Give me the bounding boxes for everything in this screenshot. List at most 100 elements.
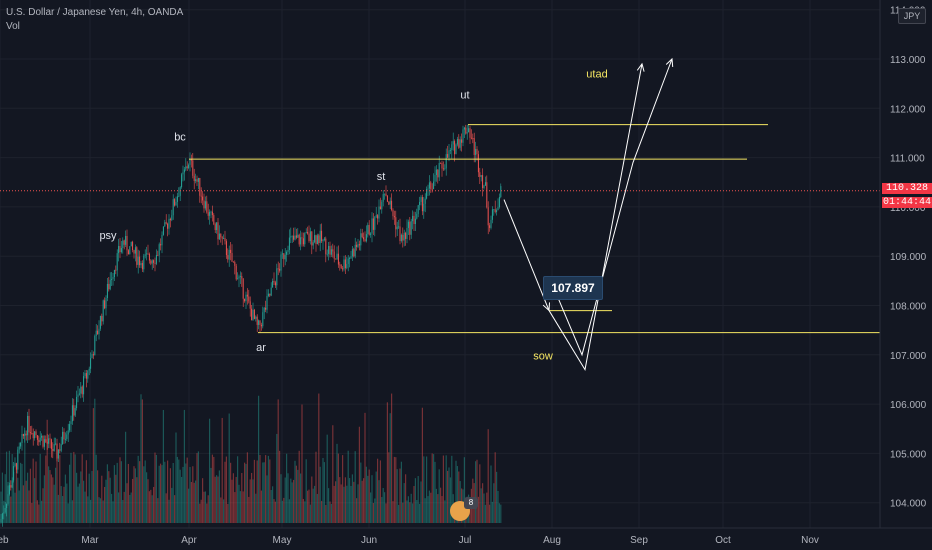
economic-events-badge[interactable]: 8 (450, 497, 478, 521)
candle-body (392, 209, 394, 217)
candle-body (190, 159, 192, 161)
candle-body (64, 438, 66, 440)
candle-body (206, 201, 208, 213)
candle-body (389, 200, 391, 205)
candle-body (95, 330, 97, 337)
volume-bar (308, 489, 310, 523)
candle-body (162, 226, 164, 235)
candle-body (32, 433, 34, 439)
volume-bar (119, 457, 121, 523)
candle-body (99, 315, 101, 329)
candle-body (342, 268, 344, 270)
candle-body (447, 154, 449, 158)
candle-body (172, 199, 174, 216)
candle-body (80, 386, 82, 394)
volume-bar (193, 482, 195, 523)
candle-body (203, 200, 205, 209)
time-tick-label: Nov (801, 535, 819, 546)
candle-body (213, 215, 215, 225)
target-price-callout[interactable]: 107.897 (543, 276, 603, 300)
volume-bar (259, 454, 261, 523)
volume-bar (284, 477, 286, 523)
candle-body (468, 128, 470, 133)
volume-bar (132, 478, 134, 523)
candle-body (87, 370, 89, 379)
volume-legend[interactable]: Vol (6, 21, 20, 32)
volume-bar (381, 497, 383, 523)
candle-body (386, 195, 388, 202)
volume-bar (500, 504, 502, 523)
volume-bar (105, 479, 107, 523)
volume-bar (482, 483, 484, 523)
volume-bar (162, 409, 164, 523)
candle-body (185, 166, 187, 170)
volume-bar (15, 467, 17, 523)
candle-body (406, 227, 408, 239)
chart-grid (0, 0, 880, 528)
level-lines (0, 124, 891, 334)
volume-bar (129, 494, 131, 523)
candle-body (22, 433, 24, 437)
candle-body (225, 241, 227, 256)
candle-body (442, 168, 444, 170)
volume-bar (158, 465, 160, 523)
candle-body (112, 277, 114, 279)
volume-bar (24, 430, 26, 523)
candle-body (494, 209, 496, 212)
time-axis-bg (0, 528, 932, 550)
currency-button[interactable]: JPY (898, 8, 926, 24)
candle-body (368, 224, 370, 235)
volume-bar (333, 485, 335, 523)
candle-body (35, 431, 37, 436)
volume-bar (367, 475, 369, 523)
volume-bar (399, 468, 401, 523)
candle-body (83, 376, 85, 395)
volume-bar (29, 468, 31, 523)
candle-body (4, 508, 6, 513)
candle-body (370, 233, 372, 235)
volume-bar (342, 455, 344, 523)
volume-bar (224, 461, 226, 523)
candle-body (491, 209, 493, 220)
candle-body (130, 241, 132, 247)
volume-bar (412, 503, 414, 523)
volume-bar (358, 426, 360, 523)
volume-bar (50, 474, 52, 523)
volume-bar (489, 504, 491, 523)
candle-body (458, 139, 460, 148)
volume-bar (398, 504, 400, 523)
candle-body (55, 443, 57, 445)
candle-body (94, 336, 96, 356)
candle-body (469, 128, 471, 138)
candle-body (7, 494, 9, 504)
volume-bar (290, 478, 292, 523)
volume-bar (210, 467, 212, 523)
volume-bar (189, 466, 191, 523)
candle-body (288, 237, 290, 250)
volume-bar (202, 478, 204, 523)
volume-bar (479, 464, 481, 523)
candle-body (475, 149, 477, 155)
volume-bar (363, 478, 365, 523)
volume-bar (312, 488, 314, 523)
volume-bar (71, 500, 73, 523)
price-tick-label: 104.000 (890, 499, 927, 510)
candle-body (421, 197, 423, 212)
candle-body (227, 255, 229, 260)
candle-body (371, 218, 373, 234)
candle-body (291, 235, 293, 237)
candle-body (476, 149, 478, 155)
candle-body (153, 260, 155, 263)
volume-bar (319, 466, 321, 523)
volume-bar (455, 460, 457, 523)
symbol-title[interactable]: U.S. Dollar / Japanese Yen, 4h, OANDA (6, 7, 184, 18)
candle-body (167, 223, 169, 229)
candle-body (197, 177, 199, 182)
candle-body (273, 281, 275, 283)
volume-bar (400, 461, 402, 523)
candle-body (231, 253, 233, 262)
candle-body (375, 215, 377, 217)
volume-bar (280, 474, 282, 523)
candle-body (241, 276, 243, 279)
